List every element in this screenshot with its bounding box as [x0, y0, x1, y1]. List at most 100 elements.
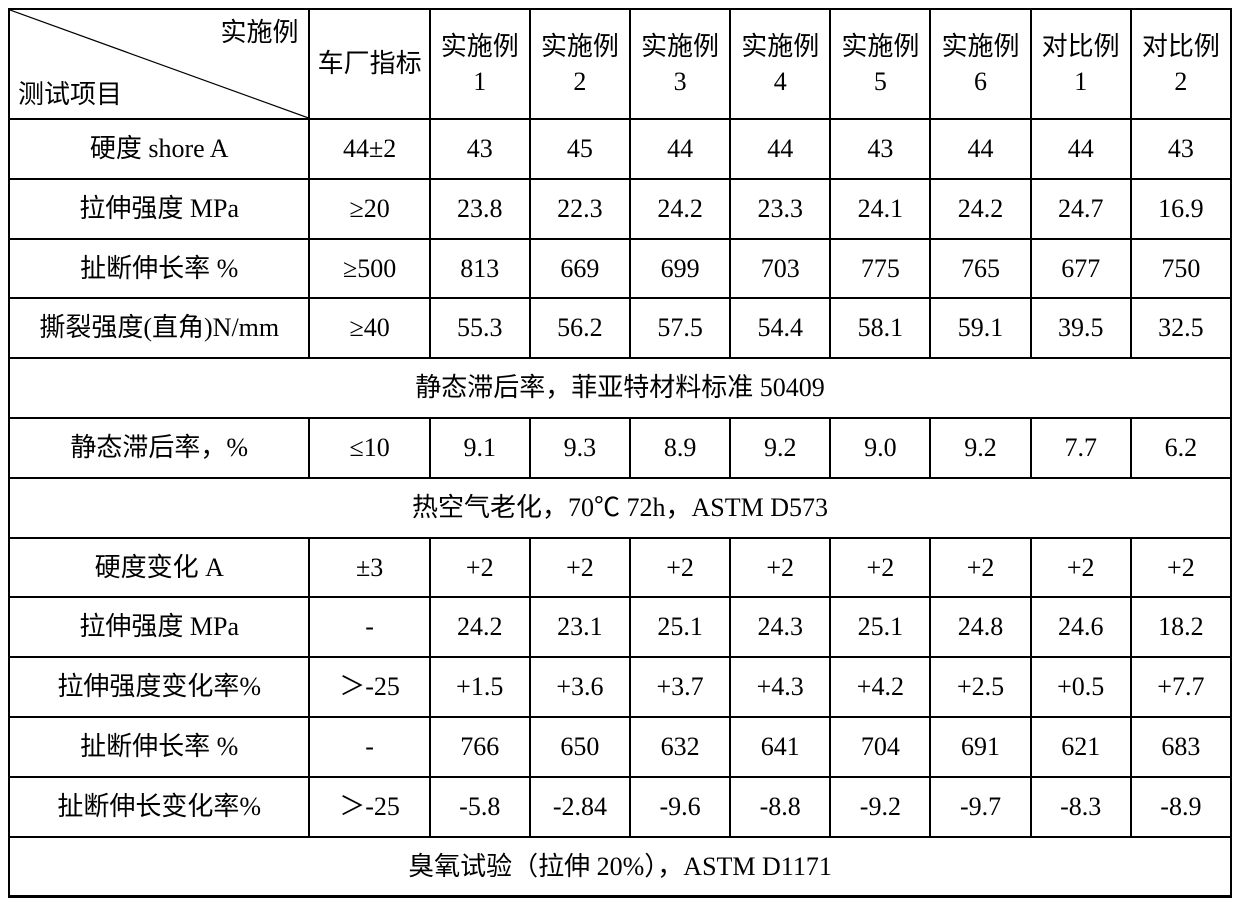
cell: +3.7: [630, 657, 730, 717]
section-title: 热空气老化，70℃ 72h，ASTM D573: [9, 478, 1231, 538]
section-row: 臭氧试验（拉伸 20%），ASTM D1171: [9, 837, 1231, 897]
cell: 765: [930, 239, 1030, 299]
cell: 54.4: [730, 298, 830, 358]
cell: 24.3: [730, 597, 830, 657]
section-title: 静态滞后率，菲亚特材料标准 50409: [9, 358, 1231, 418]
column-header: 实施例 5: [830, 9, 930, 119]
cell: 58.1: [830, 298, 930, 358]
cell: 44: [730, 119, 830, 179]
table-row: 撕裂强度(直角)N/mm≥4055.356.257.554.458.159.13…: [9, 298, 1231, 358]
cell: -5.8: [430, 777, 530, 837]
cell: +2: [430, 538, 530, 598]
cell: 703: [730, 239, 830, 299]
cell: 24.6: [1031, 597, 1131, 657]
column-header: 实施例 1: [430, 9, 530, 119]
cell: 25.1: [830, 597, 930, 657]
row-label: 硬度 shore A: [9, 119, 309, 179]
cell: 18.2: [1131, 597, 1231, 657]
table-row: 拉伸强度变化率%＞-25+1.5+3.6+3.7+4.3+4.2+2.5+0.5…: [9, 657, 1231, 717]
cell: -9.6: [630, 777, 730, 837]
cell: -: [309, 597, 429, 657]
materials-test-table: 实施例 测试项目 车厂指标实施例 1实施例2实施例 3实施例 4实施例 5实施例…: [8, 8, 1232, 898]
row-label: 扯断伸长率 %: [9, 239, 309, 299]
cell: 7.7: [1031, 418, 1131, 478]
row-label: 静态滞后率，%: [9, 418, 309, 478]
cell: +0.5: [1031, 657, 1131, 717]
cell: +2: [630, 538, 730, 598]
cell: 39.5: [1031, 298, 1131, 358]
cell: +2: [930, 538, 1030, 598]
row-label: 撕裂强度(直角)N/mm: [9, 298, 309, 358]
cell: 8.9: [630, 418, 730, 478]
cell: 16.9: [1131, 179, 1231, 239]
cell: 25.1: [630, 597, 730, 657]
cell: ≥40: [309, 298, 429, 358]
cell: 9.2: [930, 418, 1030, 478]
cell: 750: [1131, 239, 1231, 299]
cell: 9.1: [430, 418, 530, 478]
section-title: 臭氧试验（拉伸 20%），ASTM D1171: [9, 837, 1231, 897]
cell: -9.7: [930, 777, 1030, 837]
row-label: 硬度变化 A: [9, 538, 309, 598]
cell: +3.6: [530, 657, 630, 717]
cell: 650: [530, 717, 630, 777]
row-label: 拉伸强度 MPa: [9, 179, 309, 239]
cell: 632: [630, 717, 730, 777]
cell: ≥500: [309, 239, 429, 299]
cell: ≤10: [309, 418, 429, 478]
row-label: 拉伸强度 MPa: [9, 597, 309, 657]
cell: 704: [830, 717, 930, 777]
table-row: 硬度变化 A±3+2+2+2+2+2+2+2+2: [9, 538, 1231, 598]
cell: 766: [430, 717, 530, 777]
diagonal-header-cell: 实施例 测试项目: [9, 9, 309, 119]
cell: -8.9: [1131, 777, 1231, 837]
header-top-right: 实施例: [220, 16, 298, 50]
column-header: 实施例 6: [930, 9, 1030, 119]
cell: 9.3: [530, 418, 630, 478]
cell: 24.2: [630, 179, 730, 239]
cell: 9.0: [830, 418, 930, 478]
cell: 43: [830, 119, 930, 179]
cell: -2.84: [530, 777, 630, 837]
cell: 699: [630, 239, 730, 299]
cell: 6.2: [1131, 418, 1231, 478]
cell: 24.2: [930, 179, 1030, 239]
table-row: 扯断伸长率 %≥500813669699703775765677750: [9, 239, 1231, 299]
cell: +2: [1131, 538, 1231, 598]
table-row: 扯断伸长变化率%＞-25-5.8-2.84-9.6-8.8-9.2-9.7-8.…: [9, 777, 1231, 837]
table-row: 扯断伸长率 %-766650632641704691621683: [9, 717, 1231, 777]
cell: 691: [930, 717, 1030, 777]
cell: 45: [530, 119, 630, 179]
cell: 44: [930, 119, 1030, 179]
cell: 813: [430, 239, 530, 299]
cell: ＞-25: [309, 777, 429, 837]
table-row: 硬度 shore A44±24345444443444443: [9, 119, 1231, 179]
table-header-row: 实施例 测试项目 车厂指标实施例 1实施例2实施例 3实施例 4实施例 5实施例…: [9, 9, 1231, 119]
cell: 23.1: [530, 597, 630, 657]
cell: 24.8: [930, 597, 1030, 657]
column-header: 对比例 1: [1031, 9, 1131, 119]
cell: 43: [1131, 119, 1231, 179]
cell: -8.3: [1031, 777, 1131, 837]
cell: 683: [1131, 717, 1231, 777]
cell: +2: [730, 538, 830, 598]
cell: 44: [1031, 119, 1131, 179]
cell: 23.3: [730, 179, 830, 239]
row-label: 扯断伸长变化率%: [9, 777, 309, 837]
cell: 44±2: [309, 119, 429, 179]
cell: ±3: [309, 538, 429, 598]
cell: 9.2: [730, 418, 830, 478]
cell: 775: [830, 239, 930, 299]
column-header: 实施例 3: [630, 9, 730, 119]
cell: 59.1: [930, 298, 1030, 358]
cell: 669: [530, 239, 630, 299]
cell: +7.7: [1131, 657, 1231, 717]
cell: 621: [1031, 717, 1131, 777]
cell: +2.5: [930, 657, 1030, 717]
row-label: 扯断伸长率 %: [9, 717, 309, 777]
row-label: 拉伸强度变化率%: [9, 657, 309, 717]
cell: 24.2: [430, 597, 530, 657]
column-header: 实施例2: [530, 9, 630, 119]
cell: 23.8: [430, 179, 530, 239]
cell: +2: [830, 538, 930, 598]
